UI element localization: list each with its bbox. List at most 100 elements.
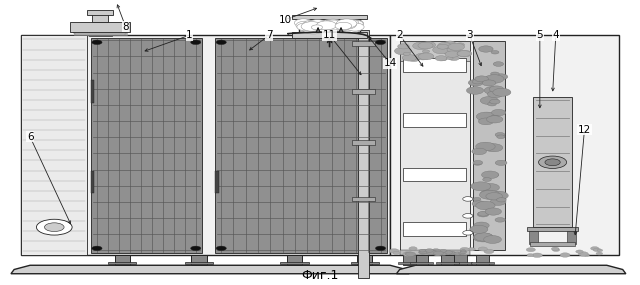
Polygon shape xyxy=(352,89,375,94)
Circle shape xyxy=(449,251,456,254)
Circle shape xyxy=(468,248,476,251)
Circle shape xyxy=(444,50,455,55)
Polygon shape xyxy=(399,41,470,61)
Circle shape xyxy=(322,20,336,26)
Circle shape xyxy=(486,116,503,123)
Circle shape xyxy=(413,42,429,50)
Circle shape xyxy=(481,113,499,121)
Polygon shape xyxy=(403,58,466,72)
Polygon shape xyxy=(403,222,466,236)
Circle shape xyxy=(422,50,429,53)
Circle shape xyxy=(415,53,430,60)
Polygon shape xyxy=(529,231,538,244)
Circle shape xyxy=(316,25,326,29)
Circle shape xyxy=(584,254,589,256)
Circle shape xyxy=(597,249,603,252)
Circle shape xyxy=(339,23,358,31)
Circle shape xyxy=(457,51,470,56)
Circle shape xyxy=(459,251,465,255)
Polygon shape xyxy=(436,262,459,264)
Circle shape xyxy=(436,252,443,255)
Circle shape xyxy=(301,25,312,30)
Circle shape xyxy=(419,53,434,60)
Circle shape xyxy=(463,231,473,235)
Circle shape xyxy=(433,251,444,255)
Circle shape xyxy=(433,46,450,54)
Circle shape xyxy=(473,198,481,201)
Circle shape xyxy=(426,250,436,255)
Circle shape xyxy=(454,252,461,255)
Circle shape xyxy=(419,249,426,252)
Circle shape xyxy=(460,247,469,251)
Circle shape xyxy=(471,182,491,191)
Circle shape xyxy=(376,246,386,251)
Circle shape xyxy=(470,225,488,233)
Text: Фиг.1: Фиг.1 xyxy=(301,269,339,282)
Circle shape xyxy=(478,118,493,125)
Polygon shape xyxy=(215,171,219,193)
Circle shape xyxy=(576,250,583,253)
Polygon shape xyxy=(358,30,369,278)
Circle shape xyxy=(476,112,497,121)
Circle shape xyxy=(476,142,495,151)
Polygon shape xyxy=(72,29,129,35)
Circle shape xyxy=(418,42,433,49)
Circle shape xyxy=(473,233,493,242)
Circle shape xyxy=(457,50,472,57)
Circle shape xyxy=(473,161,482,165)
Circle shape xyxy=(301,22,323,31)
Circle shape xyxy=(349,26,362,31)
Circle shape xyxy=(322,20,344,30)
Circle shape xyxy=(307,20,328,29)
Text: 3: 3 xyxy=(467,30,473,40)
Circle shape xyxy=(406,252,415,256)
Circle shape xyxy=(403,52,410,55)
Polygon shape xyxy=(215,38,387,253)
Polygon shape xyxy=(70,22,130,32)
Circle shape xyxy=(344,24,357,30)
Polygon shape xyxy=(449,262,472,264)
Circle shape xyxy=(579,252,588,256)
Circle shape xyxy=(449,252,456,255)
Polygon shape xyxy=(292,15,367,19)
Polygon shape xyxy=(476,255,489,265)
Circle shape xyxy=(419,251,427,254)
Circle shape xyxy=(467,87,484,94)
Polygon shape xyxy=(471,262,494,264)
Polygon shape xyxy=(390,35,620,255)
Circle shape xyxy=(438,42,451,48)
Circle shape xyxy=(315,22,333,31)
Circle shape xyxy=(403,252,414,256)
Circle shape xyxy=(444,41,456,46)
Polygon shape xyxy=(410,262,433,264)
Circle shape xyxy=(191,246,201,251)
Circle shape xyxy=(430,251,438,255)
Circle shape xyxy=(497,135,505,139)
Polygon shape xyxy=(415,255,428,265)
Circle shape xyxy=(493,62,504,66)
Circle shape xyxy=(325,19,342,27)
Circle shape xyxy=(478,247,488,251)
Circle shape xyxy=(303,21,319,27)
Circle shape xyxy=(495,160,507,165)
Circle shape xyxy=(490,115,500,120)
Circle shape xyxy=(191,40,201,44)
Circle shape xyxy=(488,91,503,98)
Circle shape xyxy=(475,76,488,82)
Circle shape xyxy=(483,178,492,182)
Circle shape xyxy=(461,250,466,252)
Circle shape xyxy=(405,252,410,255)
Circle shape xyxy=(36,219,72,235)
Circle shape xyxy=(532,253,542,258)
Text: 2: 2 xyxy=(396,30,403,40)
Polygon shape xyxy=(351,262,379,264)
Polygon shape xyxy=(441,255,454,265)
Circle shape xyxy=(348,20,364,27)
Circle shape xyxy=(474,222,489,229)
Circle shape xyxy=(335,22,352,30)
Circle shape xyxy=(463,214,473,218)
Polygon shape xyxy=(403,113,466,127)
Polygon shape xyxy=(11,265,409,274)
Circle shape xyxy=(491,50,499,54)
Circle shape xyxy=(526,248,536,252)
